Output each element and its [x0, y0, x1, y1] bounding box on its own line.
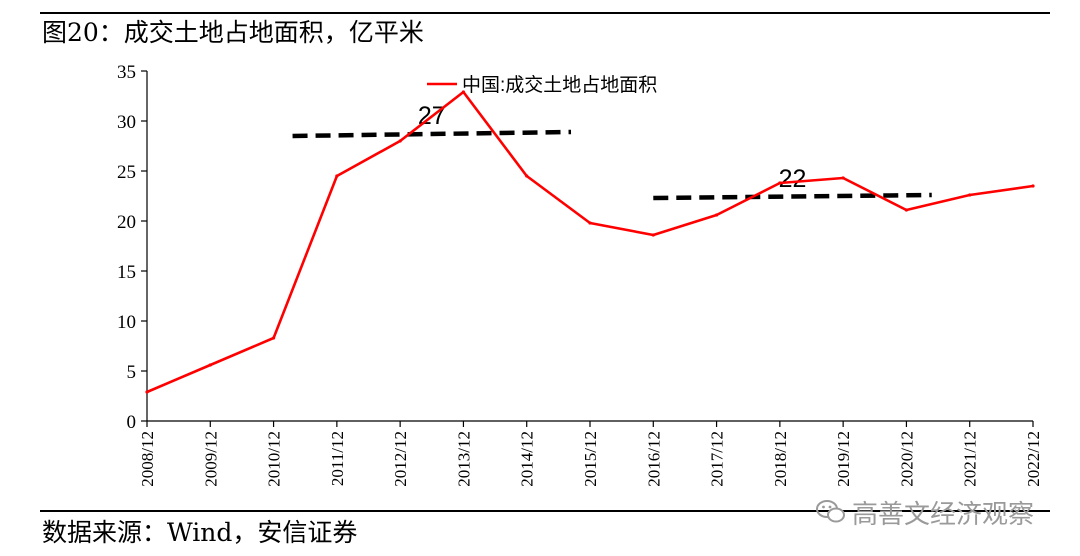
data-point [525, 174, 529, 178]
bottom-rule [40, 510, 1050, 512]
data-point [778, 181, 782, 185]
y-tick-label: 15 [117, 262, 136, 283]
watermark: 高善文经济观察 [816, 492, 1034, 532]
x-tick-label: 2009/12 [201, 431, 220, 487]
x-tick-label: 2015/12 [581, 431, 600, 487]
y-tick-label: 35 [117, 62, 136, 83]
data-point [588, 221, 592, 225]
data-point [208, 363, 212, 367]
top-rule [40, 12, 1050, 14]
x-tick-label: 2022/12 [1024, 431, 1043, 487]
watermark-text: 高善文经济观察 [852, 499, 1035, 530]
trend-line-27 [292, 129, 572, 139]
x-tick-label: 2021/12 [961, 431, 980, 487]
y-tick-label: 5 [127, 362, 137, 383]
y-tick-label: 30 [117, 112, 136, 133]
series-line [146, 90, 1034, 394]
data-point [398, 139, 402, 143]
legend-label: 中国:成交土地占地面积 [462, 74, 657, 96]
y-tick-label: 20 [117, 212, 136, 233]
wechat-icon [816, 500, 845, 523]
chart-legend: 中国:成交土地占地面积 [427, 74, 657, 96]
data-point [461, 90, 466, 94]
data-point [271, 336, 276, 340]
y-tick-label: 25 [117, 162, 136, 183]
x-tick-label: 2019/12 [834, 431, 853, 487]
trend-label-22: 22 [779, 165, 807, 193]
x-tick-label: 2010/12 [265, 431, 284, 487]
data-point [145, 390, 149, 394]
y-tick-label: 0 [127, 412, 137, 433]
x-tick-label: 2017/12 [708, 431, 727, 487]
source-note: 数据来源：Wind，安信证券 [42, 518, 358, 547]
x-tick-label: 2011/12 [328, 431, 347, 486]
trend-line-22 [653, 192, 932, 201]
x-tick-label: 2018/12 [771, 431, 790, 487]
x-tick-label: 2012/12 [391, 431, 410, 487]
data-point [335, 174, 339, 178]
x-tick-label: 2014/12 [518, 431, 537, 487]
data-point [1031, 184, 1035, 188]
x-tick-label: 2016/12 [644, 431, 663, 487]
data-point [968, 193, 972, 197]
plot-area [145, 90, 1035, 394]
figure-title: 图20：成交土地占地面积，亿平米 [42, 18, 424, 47]
data-point [904, 208, 909, 212]
chart-axes: 0 5 10 15 20 25 30 35 2008/12 2009/12 2010/12 2011/… [117, 62, 1043, 487]
x-tick-label: 2008/12 [138, 431, 157, 487]
line-chart: 0 5 10 15 20 25 30 35 2008/12 2009/12 2010/12 2011/… [117, 62, 1043, 487]
x-tick-label: 2013/12 [454, 431, 473, 487]
y-tick-label: 10 [117, 312, 136, 333]
data-point [841, 176, 845, 180]
x-tick-label: 2020/12 [897, 431, 916, 487]
data-point [651, 233, 655, 237]
data-point [714, 213, 719, 217]
